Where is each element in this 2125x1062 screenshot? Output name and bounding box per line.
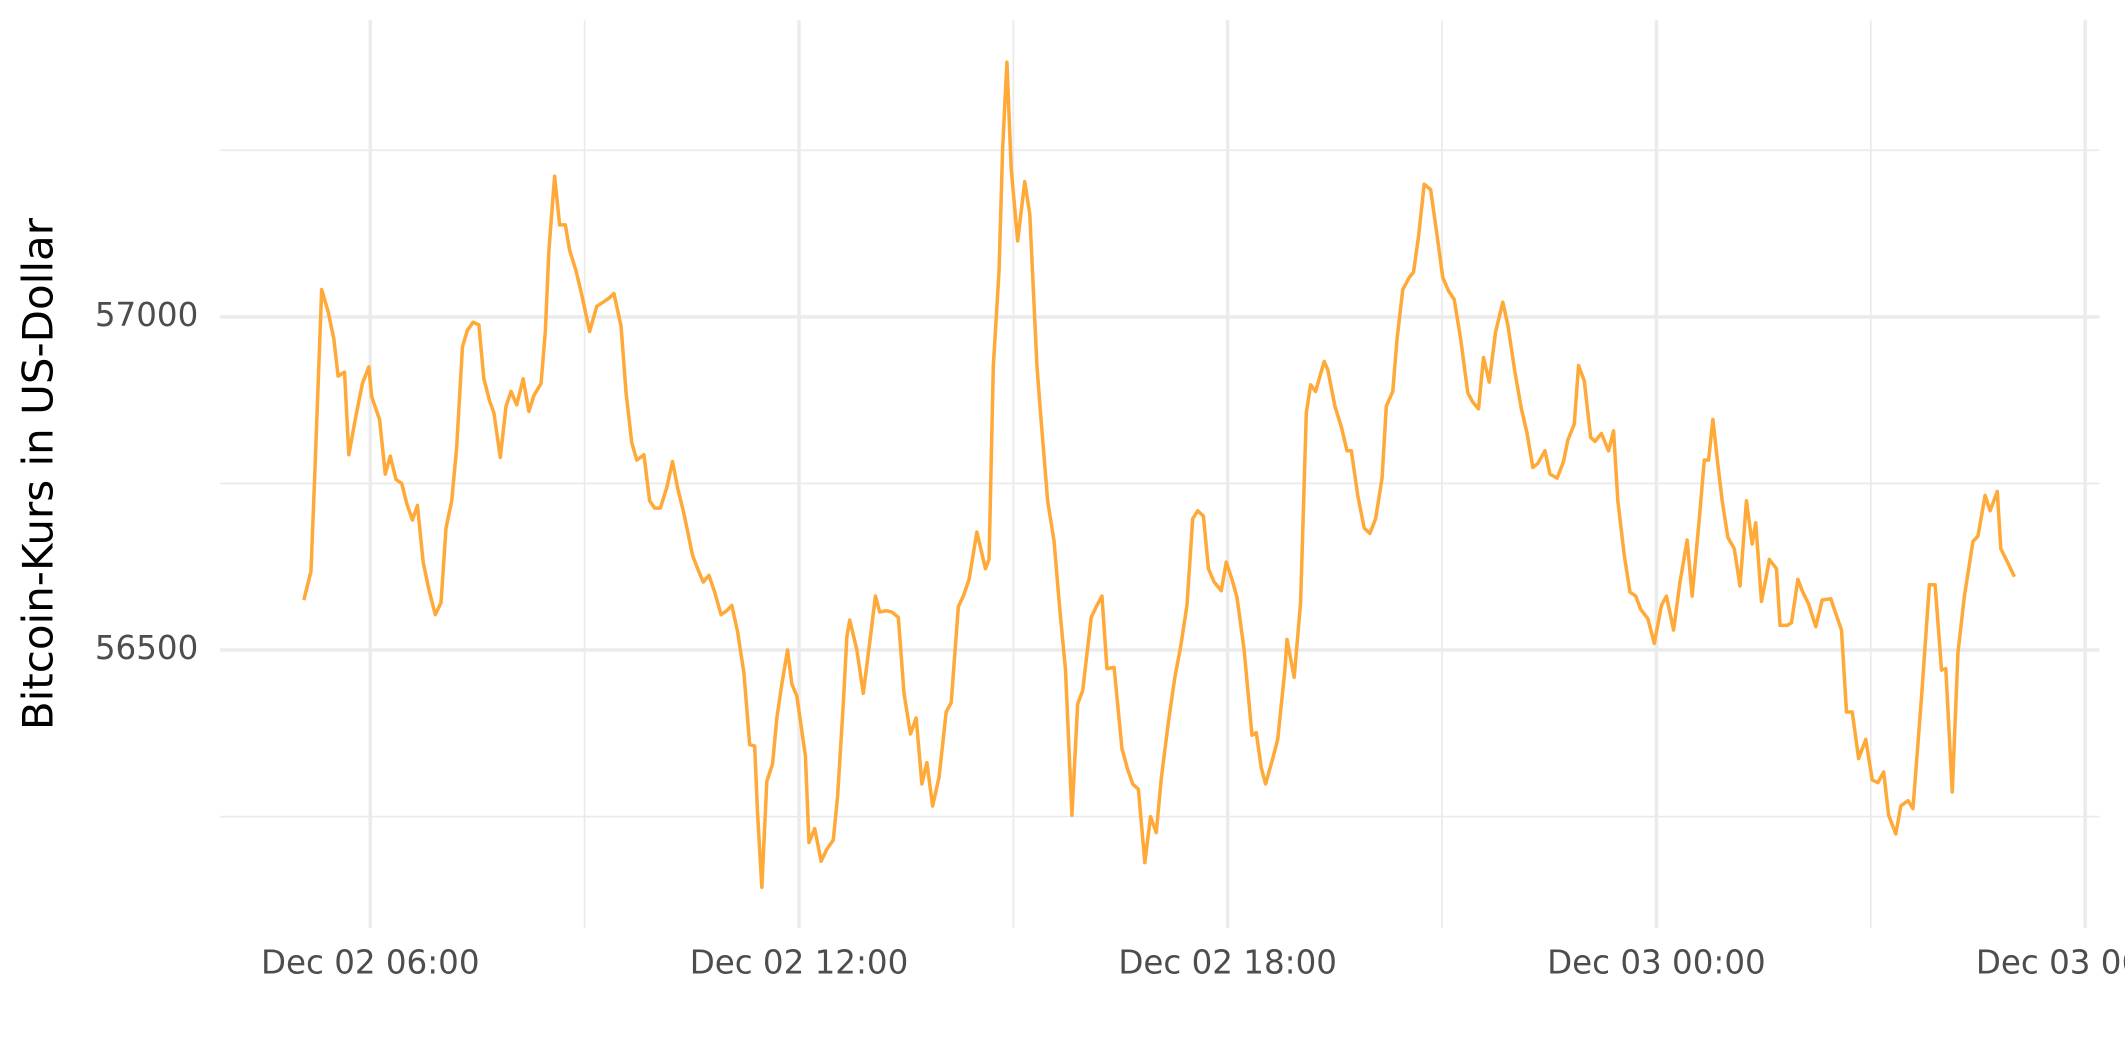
grid bbox=[220, 20, 2100, 928]
y-tick-label: 56500 bbox=[95, 629, 198, 667]
y-axis-title: Bitcoin-Kurs in US-Dollar bbox=[14, 217, 63, 730]
x-tick-label: Dec 02 18:00 bbox=[1118, 943, 1337, 981]
axis-labels: 56500 57000 Dec 02 06:00 Dec 02 12:00 Dec 02… bbox=[95, 296, 2125, 982]
price-line bbox=[302, 60, 2017, 890]
plot-area bbox=[302, 60, 2017, 890]
x-tick-label: Dec 03 00:00 bbox=[1547, 943, 1766, 981]
x-tick-label: Dec 02 12:00 bbox=[690, 943, 909, 981]
x-tick-label: Dec 02 06:00 bbox=[261, 943, 480, 981]
x-tick-label: Dec 03 06:00 bbox=[1976, 943, 2125, 981]
y-tick-label: 57000 bbox=[95, 296, 198, 334]
